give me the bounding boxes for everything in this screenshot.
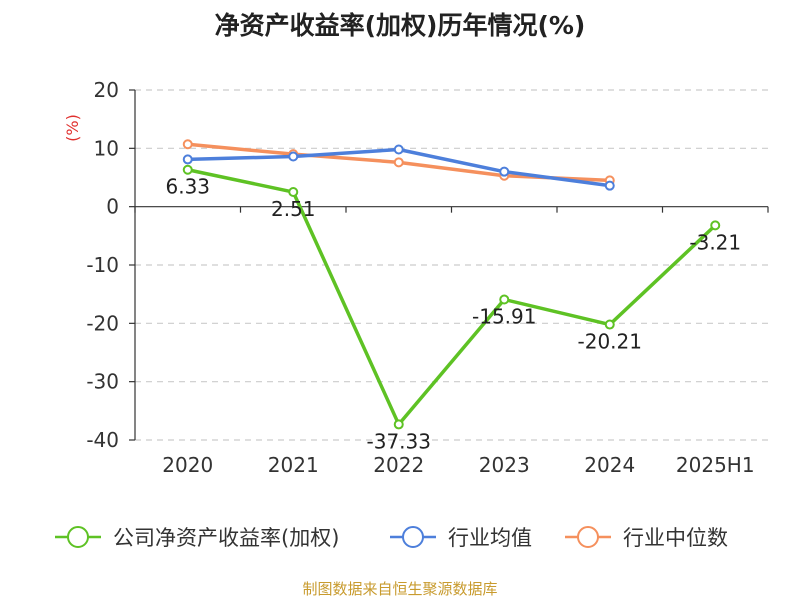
legend-item[interactable]: 行业中位数 bbox=[565, 526, 728, 550]
data-point bbox=[499, 166, 510, 177]
x-tick-label: 2025H1 bbox=[676, 453, 755, 477]
series-line bbox=[187, 168, 717, 427]
legend-circle-icon bbox=[67, 526, 89, 548]
data-point bbox=[604, 180, 615, 191]
y-tick-label: 0 bbox=[106, 195, 119, 219]
data-point bbox=[288, 187, 299, 198]
x-tick-label: 2023 bbox=[479, 453, 530, 477]
x-tick-label: 2020 bbox=[162, 453, 213, 477]
x-tick-label: 2024 bbox=[584, 453, 635, 477]
data-label: -37.33 bbox=[367, 429, 431, 453]
legend-circle-icon bbox=[402, 526, 424, 548]
data-point bbox=[499, 294, 510, 305]
data-point bbox=[182, 139, 193, 150]
data-point bbox=[288, 151, 299, 162]
source-note: 制图数据来自恒生聚源数据库 bbox=[302, 580, 497, 598]
legend-circle-icon bbox=[577, 526, 599, 548]
legend-label: 行业中位数 bbox=[623, 526, 728, 550]
data-point bbox=[182, 164, 193, 175]
y-tick-label: 20 bbox=[94, 78, 119, 102]
y-tick-label: -30 bbox=[86, 370, 119, 394]
data-label: -20.21 bbox=[578, 330, 642, 354]
series-line bbox=[187, 147, 610, 188]
legend-item[interactable]: 公司净资产收益率(加权) bbox=[55, 526, 339, 550]
y-tick-label: -10 bbox=[86, 253, 119, 277]
data-point bbox=[393, 144, 404, 155]
data-point bbox=[604, 319, 615, 330]
data-label: -3.21 bbox=[689, 230, 741, 254]
y-tick-label: -40 bbox=[86, 428, 119, 452]
data-label: -15.91 bbox=[472, 304, 536, 328]
data-label: 2.51 bbox=[271, 197, 316, 221]
data-point bbox=[393, 157, 404, 168]
data-point bbox=[710, 220, 721, 231]
data-point bbox=[393, 419, 404, 430]
y-tick-label: 10 bbox=[94, 136, 119, 160]
y-axis-label: (%) bbox=[63, 114, 82, 142]
legend-label: 行业均值 bbox=[448, 526, 532, 550]
legend-item[interactable]: 行业均值 bbox=[390, 526, 532, 550]
y-tick-label: -20 bbox=[86, 311, 119, 335]
data-label: 6.33 bbox=[165, 175, 210, 199]
x-tick-label: 2021 bbox=[268, 453, 319, 477]
legend-label: 公司净资产收益率(加权) bbox=[113, 526, 339, 550]
x-tick-label: 2022 bbox=[373, 453, 424, 477]
chart-title: 净资产收益率(加权)历年情况(%) bbox=[215, 11, 586, 40]
data-point bbox=[182, 154, 193, 165]
